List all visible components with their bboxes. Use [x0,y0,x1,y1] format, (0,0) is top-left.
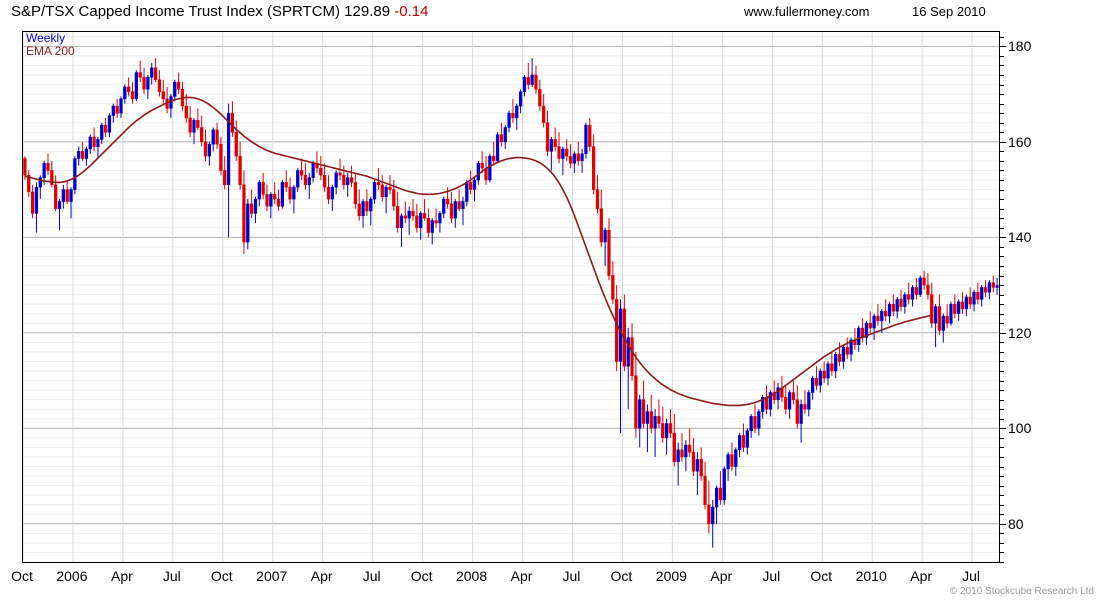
chart-legend: Weekly EMA 200 [23,32,75,58]
y-axis-tick-mark [1000,246,1004,248]
y-axis-tick-mark [1000,180,1004,182]
legend-item-ema200: EMA 200 [26,44,75,58]
legend-item-weekly: Weekly [26,31,66,45]
y-axis-tick-mark [1000,294,1004,296]
x-axis-tick-label: Jul [362,568,381,584]
website-label: www.fullermoney.com [744,4,870,19]
y-axis-tick-mark [1000,208,1004,210]
y-axis-tick-mark [1000,46,1006,48]
x-axis-tick-label: Jul [162,568,181,584]
y-axis-tick-mark [1000,351,1004,353]
x-axis: Oct 2006 Apr Jul Oct 2007 Apr Jul Oct 2008 Apr Jul O… [0,564,1100,586]
y-axis-tick-mark [1000,342,1004,344]
y-axis-tick-mark [1000,437,1004,439]
y-axis-tick-mark [1000,256,1004,258]
y-axis-tick-mark [1000,428,1006,430]
y-axis-tick-mark [1000,285,1004,287]
y-axis-tick-mark [1000,103,1004,105]
y-axis-tick-mark [1000,495,1004,497]
x-axis-tick-label: Oct [210,568,233,584]
y-axis-tick-mark [1000,399,1004,401]
y-axis-tick-mark [1000,332,1006,334]
y-axis-tick-mark [1000,542,1004,544]
x-axis-tick-label: Oct [810,568,833,584]
y-axis-tick-mark [1000,84,1004,86]
y-axis-tick-label: 80 [1008,515,1024,532]
x-axis-tick-label: Jul [762,568,781,584]
y-axis-tick-mark [1000,456,1004,458]
y-axis-tick-mark [1000,122,1004,124]
y-axis-tick-mark [1000,141,1006,143]
y-axis-tick-mark [1000,55,1004,57]
y-axis-tick-mark [1000,552,1004,554]
y-axis-tick-mark [1000,504,1004,506]
x-axis-tick-label: Oct [410,568,433,584]
y-axis-tick-mark [1000,170,1004,172]
y-axis-tick-mark [1000,74,1004,76]
y-axis-tick-mark [1000,218,1004,220]
y-axis-tick-mark [1000,371,1004,372]
page-title: S&P/TSX Capped Income Trust Index (SPRTC… [11,3,428,20]
y-axis-tick-mark [1000,390,1004,392]
y-axis-tick-mark [1000,265,1004,267]
x-axis-tick-label: 2007 [256,568,288,584]
y-axis-tick-mark [1000,523,1006,525]
y-axis-tick-mark [1000,189,1004,191]
x-axis-tick-label: Oct [610,568,633,584]
y-axis-tick-mark [1000,447,1004,449]
y-axis-tick-mark [1000,485,1004,487]
y-axis-tick-mark [1000,562,1004,563]
y-axis-tick-mark [1000,409,1004,411]
y-axis-tick-mark [1000,36,1004,38]
y-axis-tick-mark [1000,476,1004,478]
y-axis-tick-mark [1000,514,1004,516]
y-axis-tick-mark [1000,533,1004,535]
y-axis-tick-mark [1000,237,1006,239]
y-axis-tick-mark [1000,418,1004,420]
y-axis-tick-mark [1000,94,1004,96]
y-axis-tick-mark [1000,361,1004,363]
x-axis-tick-label: Apr [710,568,733,584]
y-axis-tick-mark [1000,227,1004,229]
x-axis-tick-label: 2009 [655,568,687,584]
x-axis-tick-label: Jul [962,568,981,584]
y-axis-tick-mark [1000,65,1004,67]
y-axis-tick-mark [1000,466,1004,468]
chart-canvas [23,32,999,562]
y-axis-tick-mark [1000,304,1004,306]
chart-plot-area: Weekly EMA 200 [22,31,1000,563]
y-axis-tick-mark [1000,151,1004,153]
y-axis-tick-mark [1000,160,1004,162]
x-axis-tick-label: 2006 [56,568,88,584]
y-axis-tick-mark [1000,132,1004,134]
x-axis-tick-label: Apr [310,568,333,584]
x-axis-tick-label: Oct [11,568,33,584]
x-axis-tick-label: Jul [562,568,581,584]
price-change: -0.14 [394,3,429,20]
copyright-notice: © 2010 Stockcube Research Ltd [949,586,1094,597]
y-axis-tick-mark [1000,323,1004,325]
y-axis-tick-mark [1000,275,1004,277]
y-axis-tick-mark [1000,313,1004,315]
title-text: S&P/TSX Capped Income Trust Index (SPRTC… [11,3,391,20]
y-axis-tick-label: 140 [1008,229,1032,246]
y-axis: 80 100 120 140 160 180 [1000,31,1100,563]
x-axis-tick-label: Apr [110,568,133,584]
x-axis-tick-label: 2010 [855,568,887,584]
y-axis-tick-label: 180 [1008,38,1032,55]
x-axis-tick-label: Apr [510,568,533,584]
y-axis-tick-label: 100 [1008,420,1032,437]
x-axis-tick-label: 2008 [455,568,488,584]
y-axis-tick-label: 120 [1008,324,1032,341]
y-axis-tick-mark [1000,380,1004,382]
chart-date: 16 Sep 2010 [912,4,986,19]
y-axis-tick-mark [1000,199,1004,201]
x-axis-tick-label: Apr [910,568,933,584]
y-axis-tick-mark [1000,113,1004,115]
chart-header: S&P/TSX Capped Income Trust Index (SPRTC… [0,0,1100,24]
y-axis-tick-label: 160 [1008,133,1032,150]
